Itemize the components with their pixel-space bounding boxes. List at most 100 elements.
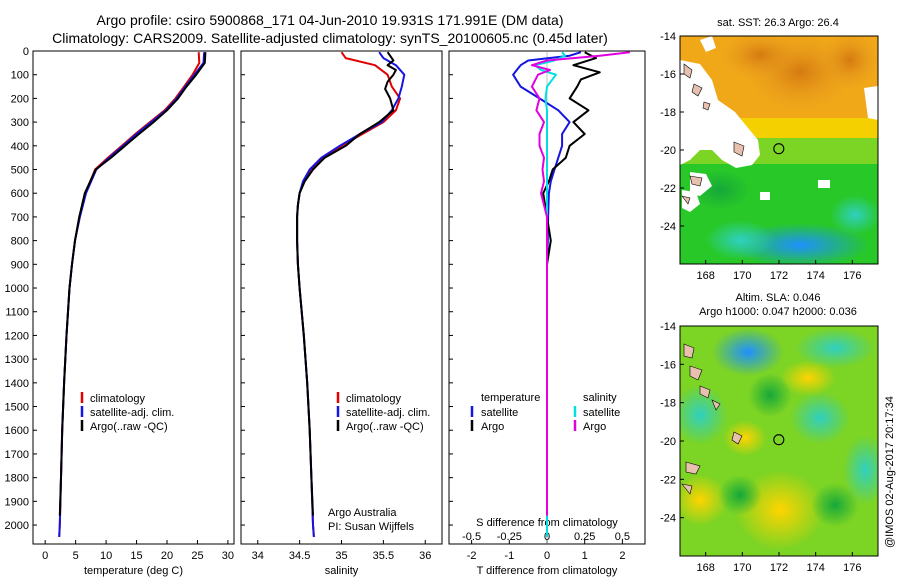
difference-legend-t-label: satellite [481, 407, 518, 419]
sst_map-xtick-label: 172 [770, 270, 788, 282]
sst_map-ytick-label: -20 [660, 145, 676, 157]
sst-map-field [680, 36, 878, 264]
temperature-series-argo-raw-qc- [58, 52, 207, 516]
depth-tick-label: 1900 [5, 496, 29, 508]
figure-title-line1: Argo profile: csiro 5900868_171 04-Jun-2… [97, 12, 564, 28]
temperature-series-satellite-adj-clim- [58, 52, 206, 537]
temperature-xtick-label: 20 [161, 550, 173, 562]
sst_map-xtick-label: 170 [733, 270, 751, 282]
difference-legend-s-label: Argo [583, 421, 606, 433]
salinity-series-satellite-adj-clim- [296, 51, 406, 537]
salinity-series-climatology [296, 51, 402, 537]
sst_map-xtick-label: 174 [806, 270, 824, 282]
difference-xtick-label: 0 [544, 550, 550, 562]
depth-tick-label: 100 [11, 70, 29, 82]
sla_map-ytick-label: -20 [660, 436, 676, 448]
temperature-xtick-label: 15 [130, 550, 142, 562]
temperature-xtick-label: 0 [42, 550, 48, 562]
sst_map-ytick-label: -24 [660, 221, 676, 233]
temperature-panel: 0 5 10 15 20 25 30 temperature (deg C) 0 100 200 30… [5, 46, 235, 577]
sst_map-ytick-label: -14 [660, 31, 676, 43]
sla_map-xtick-label: 176 [843, 562, 861, 574]
sla-map-title-line1: Altim. SLA: 0.046 [736, 292, 821, 304]
salinity-frame [240, 50, 443, 545]
depth-tick-label: 1300 [5, 354, 29, 366]
salinity-xtick-label: 34.5 [289, 550, 310, 562]
difference-top-tick-label: -0.25 [497, 531, 522, 543]
difference-series-t-argo [542, 51, 601, 516]
temperature-xtick-label: 10 [100, 550, 112, 562]
salinity-panel: 34 34.5 35 35.5 36 salinity climatology satelli… [240, 50, 443, 577]
difference-top-tick-label: 0.25 [574, 531, 595, 543]
difference-xtick-label: 2 [619, 550, 625, 562]
difference-top-tick-label: -0.5 [462, 531, 481, 543]
salinity-xlabel: salinity [325, 565, 359, 577]
difference-xtick-label: -2 [467, 550, 477, 562]
temperature-xtick-label: 30 [222, 550, 234, 562]
depth-tick-label: 1000 [5, 283, 29, 295]
sst_map-ytick-label: -18 [660, 107, 676, 119]
salinity-series-argo-raw-qc- [296, 51, 397, 516]
difference-xlabel: T difference from climatology [477, 565, 618, 577]
temperature-xlabel: temperature (deg C) [84, 565, 183, 577]
depth-tick-label: 200 [11, 93, 29, 105]
depth-tick-label: 1200 [5, 330, 29, 342]
depth-tick-label: 0 [23, 46, 29, 58]
imos-credit: @IMOS 02-Aug-2017 20:17:34 [884, 396, 896, 548]
salinity-legend-label: Argo(..raw -QC) [346, 421, 424, 433]
difference-top-tick-label: 0 [544, 531, 550, 543]
difference-series-s-argo [530, 51, 631, 516]
sla-map-field [680, 326, 878, 556]
sst-map-ticks: 168 170 172 174 176 -14 -16 -18 -20 -22 -24 [660, 31, 861, 282]
salinity-xtick-label: 36 [419, 550, 431, 562]
sla_map-xtick-label: 168 [696, 562, 714, 574]
depth-tick-label: 800 [11, 236, 29, 248]
salinity-annotation-line1: Argo Australia [328, 507, 397, 519]
depth-tick-label: 1800 [5, 473, 29, 485]
sla_map-ytick-label: -16 [660, 359, 676, 371]
temperature-xtick-label: 5 [73, 550, 79, 562]
temperature-xtick-label: 25 [191, 550, 203, 562]
sla_map-ytick-label: -14 [660, 321, 676, 333]
depth-tick-label: 1500 [5, 402, 29, 414]
depth-tick-label: 1600 [5, 425, 29, 437]
sst_map-xtick-label: 168 [696, 270, 714, 282]
temperature-legend-label: Argo(..raw -QC) [90, 421, 168, 433]
temperature-series-climatology [58, 52, 201, 537]
sla_map-xtick-label: 174 [806, 562, 824, 574]
difference-legend-s-header: salinity [583, 392, 617, 404]
sla-map-title-line2: Argo h1000: 0.047 h2000: 0.036 [699, 306, 857, 318]
difference-legend-t-header: temperature [481, 392, 540, 404]
sst-map: sat. SST: 26.3 Argo: 26.4 [660, 17, 879, 282]
sla-argo-location-marker [773, 434, 785, 446]
sst_map-ytick-label: -16 [660, 69, 676, 81]
salinity-legend-label: satellite-adj. clim. [346, 407, 430, 419]
sla_map-xtick-label: 172 [770, 562, 788, 574]
sla-map-ticks: 168 170 172 174 176 -14 -16 -18 -20 -22 -24 [660, 321, 861, 574]
depth-tick-label: 900 [11, 259, 29, 271]
depth-tick-label: 1100 [5, 307, 29, 319]
temperature-legend-label: climatology [90, 393, 146, 405]
sla_map-ytick-label: -24 [660, 513, 676, 525]
figure-title-line2: Climatology: CARS2009. Satellite-adjuste… [52, 30, 608, 46]
depth-tick-label: 700 [11, 212, 29, 224]
temperature-legend-label: satellite-adj. clim. [90, 407, 174, 419]
difference-panel: -2 -1 0 1 2T difference from climatology -0.5… [448, 50, 646, 577]
salinity-xtick-label: 34 [252, 550, 264, 562]
depth-tick-label: 1700 [5, 449, 29, 461]
sst-argo-location-marker [773, 143, 785, 155]
depth-tick-label: 1400 [5, 378, 29, 390]
sla_map-ytick-label: -22 [660, 474, 676, 486]
sst_map-ytick-label: -22 [660, 183, 676, 195]
difference-legend-t-label: Argo [481, 421, 504, 433]
salinity-xtick-label: 35 [335, 550, 347, 562]
difference-legend-s-label: satellite [583, 407, 620, 419]
salinity-xtick-label: 35.5 [373, 550, 394, 562]
sla-map: Altim. SLA: 0.046 Argo h1000: 0.047 h200… [660, 292, 879, 574]
salinity-annotation-line2: PI: Susan Wijffels [328, 521, 414, 533]
depth-tick-label: 500 [11, 165, 29, 177]
temperature-frame [32, 50, 235, 545]
depth-tick-label: 300 [11, 117, 29, 129]
